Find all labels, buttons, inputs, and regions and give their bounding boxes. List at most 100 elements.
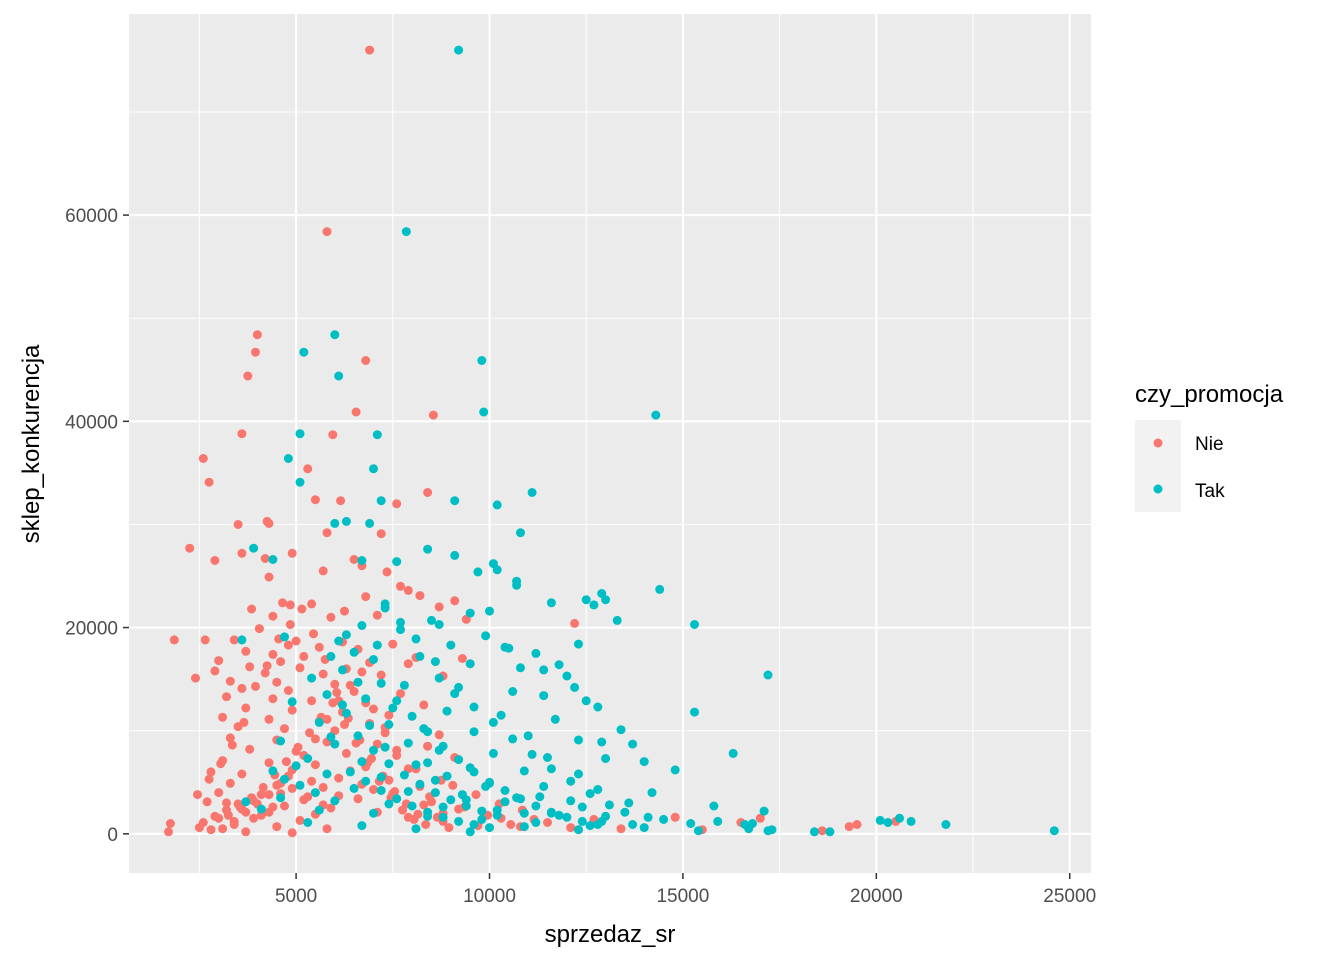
data-point-nie — [322, 528, 332, 538]
data-point-nie — [307, 776, 317, 786]
data-point-tak — [415, 651, 425, 661]
data-point-tak — [268, 555, 278, 564]
x-axis-title: sprzedaz_sr — [545, 921, 676, 948]
data-point-nie — [229, 816, 239, 826]
data-point-nie — [340, 606, 349, 616]
data-point-nie — [434, 602, 444, 612]
data-point-tak — [728, 748, 738, 758]
data-point-nie — [229, 635, 239, 645]
data-point-nie — [334, 773, 344, 783]
data-point-nie — [281, 757, 291, 767]
data-point-tak — [906, 816, 916, 826]
data-point-nie — [357, 667, 367, 677]
data-point-nie — [307, 696, 317, 706]
x-tick-label: 15000 — [656, 886, 709, 907]
data-point-tak — [407, 801, 417, 811]
data-point-tak — [519, 808, 529, 818]
data-point-tak — [469, 820, 479, 829]
data-point-nie — [268, 649, 278, 659]
data-point-tak — [574, 639, 583, 649]
data-point-tak — [523, 731, 533, 741]
data-point-nie — [216, 759, 226, 769]
data-point-tak — [450, 550, 460, 560]
data-point-nie — [372, 610, 382, 620]
data-point-nie — [388, 639, 398, 649]
data-point-nie — [237, 769, 247, 779]
data-point-nie — [398, 805, 407, 815]
data-point-tak — [372, 430, 382, 440]
data-point-nie — [202, 797, 212, 807]
data-point-nie — [227, 740, 237, 750]
minor-gridlines — [129, 14, 1091, 873]
data-point-nie — [218, 712, 228, 722]
data-point-nie — [349, 555, 359, 564]
data-point-tak — [531, 818, 541, 827]
data-point-tak — [357, 621, 367, 630]
data-point-nie — [506, 820, 516, 829]
y-axis-title: sklep_konkurencja — [18, 344, 45, 543]
data-point-tak — [276, 736, 286, 746]
data-point-tak — [357, 821, 367, 831]
data-point-nie — [241, 703, 251, 713]
data-point-nie — [365, 45, 375, 55]
data-point-tak — [554, 810, 564, 820]
data-point-nie — [328, 430, 338, 440]
data-point-nie — [369, 785, 378, 794]
data-point-tak — [604, 800, 614, 810]
data-point-tak — [361, 694, 371, 704]
data-point-tak — [895, 813, 904, 823]
data-point-tak — [438, 802, 448, 812]
data-point-nie — [423, 488, 433, 497]
data-point-nie — [210, 666, 220, 676]
data-point-nie — [204, 774, 214, 784]
data-point-tak — [577, 816, 587, 826]
data-point-tak — [562, 812, 572, 822]
data-point-tak — [628, 820, 638, 829]
data-point-nie — [392, 745, 402, 755]
data-point-nie — [264, 518, 274, 528]
data-point-nie — [268, 802, 278, 812]
data-point-nie — [295, 815, 305, 825]
data-point-nie — [206, 825, 216, 835]
data-point-nie — [297, 604, 307, 614]
data-point-tak — [601, 595, 611, 605]
data-point-nie — [287, 783, 297, 793]
data-point-nie — [318, 782, 328, 792]
data-point-nie — [214, 788, 224, 798]
data-point-tak — [628, 739, 638, 749]
data-point-tak — [508, 734, 518, 744]
data-point-nie — [384, 710, 394, 720]
data-point-tak — [365, 518, 375, 528]
data-point-tak — [620, 807, 630, 817]
data-point-tak — [330, 739, 340, 749]
data-point-tak — [384, 720, 394, 729]
data-point-nie — [428, 410, 438, 420]
data-point-tak — [531, 801, 541, 811]
data-point-tak — [392, 557, 402, 567]
data-point-nie — [570, 618, 580, 628]
data-point-nie — [252, 330, 262, 340]
data-point-nie — [245, 662, 255, 672]
data-point-tak — [314, 717, 324, 727]
data-point-tak — [357, 556, 367, 565]
data-point-tak — [465, 608, 475, 618]
data-point-tak — [384, 799, 394, 809]
data-point-nie — [322, 227, 332, 237]
data-point-nie — [419, 700, 429, 710]
data-point-tak — [403, 787, 413, 796]
data-point-tak — [465, 659, 475, 669]
data-point-tak — [280, 632, 289, 642]
data-point-nie — [280, 801, 289, 811]
data-point-tak — [566, 776, 576, 786]
data-point-nie — [444, 823, 454, 833]
data-point-tak — [585, 789, 595, 799]
data-point-tak — [516, 663, 525, 673]
data-point-tak — [593, 785, 603, 794]
data-point-tak — [361, 776, 371, 786]
data-point-tak — [875, 815, 885, 825]
data-point-tak — [686, 819, 696, 828]
data-point-nie — [223, 810, 233, 820]
data-point-nie — [193, 790, 202, 800]
data-point-tak — [369, 655, 378, 664]
data-point-tak — [500, 786, 510, 795]
